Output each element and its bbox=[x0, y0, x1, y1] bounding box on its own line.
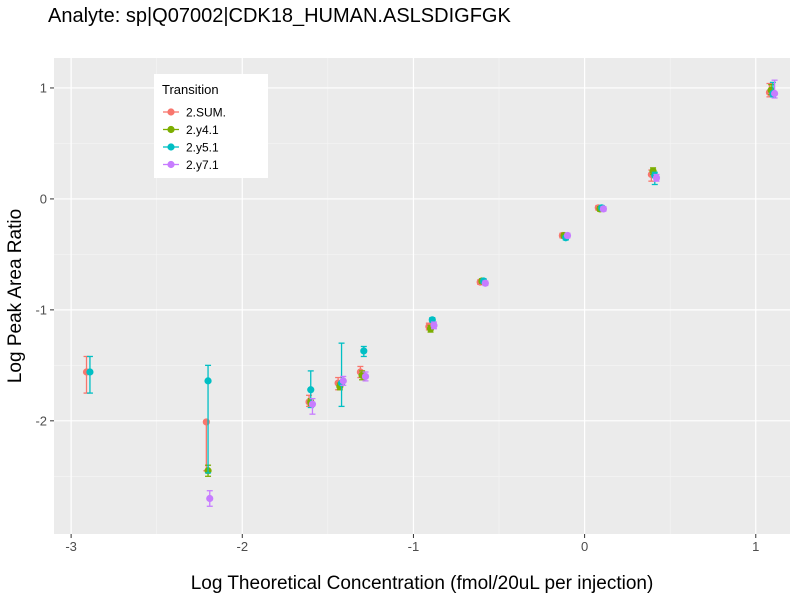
legend-key-point bbox=[167, 125, 175, 134]
legend-title: Transition bbox=[162, 82, 219, 97]
data-point bbox=[361, 372, 370, 381]
x-tick-label: -3 bbox=[65, 539, 77, 554]
series-2-y7-1 bbox=[206, 79, 779, 507]
chart-title: Analyte: sp|Q07002|CDK18_HUMAN.ASLSDIGFG… bbox=[48, 5, 511, 27]
data-point bbox=[770, 89, 779, 98]
x-tick-label: -2 bbox=[236, 539, 248, 554]
legend-label: 2.y7.1 bbox=[186, 158, 219, 172]
data-point bbox=[86, 368, 94, 376]
x-tick-label: 0 bbox=[581, 539, 588, 554]
x-tick-label: -1 bbox=[408, 539, 420, 554]
data-point bbox=[307, 386, 315, 394]
legend-key-point bbox=[167, 108, 175, 116]
axes: -3 -2 -1 0 1 -2 -1 0 1 bbox=[35, 80, 759, 554]
legend-label: 2.y5.1 bbox=[186, 141, 219, 155]
data-point bbox=[563, 231, 572, 240]
legend-label: 2.SUM. bbox=[186, 106, 226, 120]
y-axis-title: Log Peak Area Ratio bbox=[5, 209, 26, 383]
data-point bbox=[599, 205, 608, 213]
data-point bbox=[481, 279, 489, 287]
legend-label: 2.y4.1 bbox=[186, 123, 219, 137]
x-tick-label: 1 bbox=[752, 539, 759, 554]
y-tick-label: -1 bbox=[35, 302, 47, 317]
data-marks bbox=[82, 79, 779, 507]
data-point bbox=[339, 377, 347, 385]
data-point bbox=[206, 494, 214, 503]
data-point bbox=[308, 400, 317, 408]
legend-key-point bbox=[167, 160, 175, 169]
x-axis-title: Log Theoretical Concentration (fmol/20uL… bbox=[191, 573, 654, 594]
legend: Transition 2.SUM. 2.y4.1 2.y5.1 2.y7.1 bbox=[154, 74, 268, 178]
y-tick-label: 1 bbox=[40, 80, 47, 95]
data-point bbox=[204, 377, 212, 385]
y-tick-label: 0 bbox=[40, 191, 47, 206]
legend-key-point bbox=[167, 143, 175, 151]
data-point bbox=[202, 418, 210, 426]
data-point bbox=[652, 174, 661, 182]
y-tick-label: -2 bbox=[35, 413, 47, 428]
data-point bbox=[430, 321, 438, 330]
legend-box bbox=[154, 74, 268, 178]
data-point bbox=[360, 347, 368, 355]
